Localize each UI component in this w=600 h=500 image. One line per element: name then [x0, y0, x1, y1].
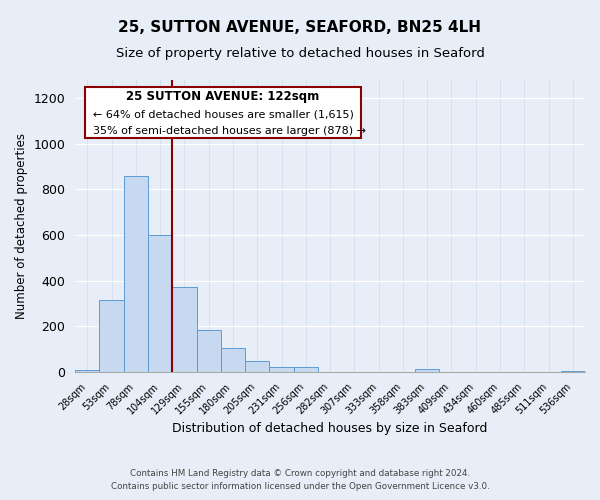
Bar — [269, 367, 293, 372]
Bar — [561, 370, 585, 372]
Y-axis label: Number of detached properties: Number of detached properties — [15, 133, 28, 319]
Bar — [415, 369, 439, 372]
Text: 35% of semi-detached houses are larger (878) →: 35% of semi-detached houses are larger (… — [93, 126, 366, 136]
Text: Contains HM Land Registry data © Crown copyright and database right 2024.: Contains HM Land Registry data © Crown c… — [130, 468, 470, 477]
Bar — [148, 235, 172, 372]
Text: Contains public sector information licensed under the Open Government Licence v3: Contains public sector information licen… — [110, 482, 490, 491]
Bar — [172, 288, 197, 372]
Bar — [245, 362, 269, 372]
Bar — [293, 367, 318, 372]
Bar — [124, 176, 148, 372]
Text: ← 64% of detached houses are smaller (1,615): ← 64% of detached houses are smaller (1,… — [93, 110, 354, 120]
Bar — [100, 300, 124, 372]
X-axis label: Distribution of detached houses by size in Seaford: Distribution of detached houses by size … — [172, 422, 488, 435]
Bar — [197, 330, 221, 372]
Text: 25, SUTTON AVENUE, SEAFORD, BN25 4LH: 25, SUTTON AVENUE, SEAFORD, BN25 4LH — [119, 20, 482, 35]
Bar — [75, 370, 100, 372]
Bar — [221, 348, 245, 372]
Text: Size of property relative to detached houses in Seaford: Size of property relative to detached ho… — [116, 48, 484, 60]
Text: 25 SUTTON AVENUE: 122sqm: 25 SUTTON AVENUE: 122sqm — [127, 90, 320, 103]
FancyBboxPatch shape — [85, 88, 361, 138]
